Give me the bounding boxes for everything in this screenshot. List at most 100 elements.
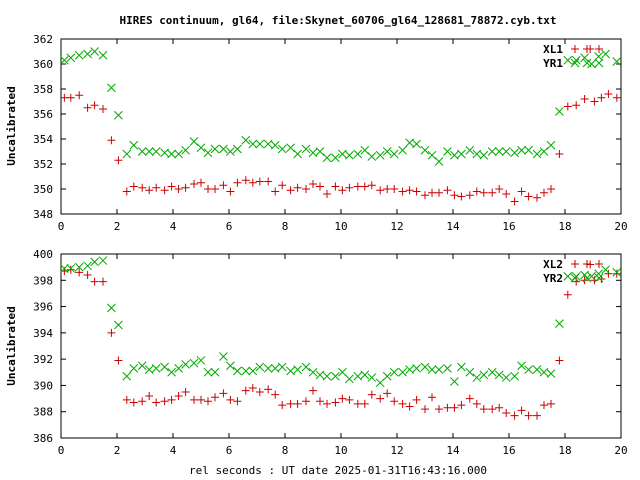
data-point [524,145,533,155]
x-tick-label: 0 [58,444,65,457]
data-point [472,149,482,159]
data-point [129,182,138,191]
y-tick-label: 352 [33,158,53,171]
data-point [604,90,613,98]
data-point [174,391,183,400]
data-point [457,362,466,372]
data-point [74,262,84,272]
data-point [555,107,564,116]
data-point [203,148,213,158]
data-point [360,399,369,408]
data-point [322,371,332,381]
bottom-axes: 0 2 4 6 8 10 12 14 16 18 20 386 388 390 392 394 396 398 40… [33,248,628,457]
data-point [316,182,324,191]
data-point [293,399,302,408]
data-point [389,149,399,159]
data-point [138,397,147,406]
data-point [219,352,228,361]
data-point [122,371,132,381]
data-point [129,140,139,150]
y-tick-label: 390 [33,379,53,392]
data-point [398,367,407,377]
data-point [90,101,99,110]
data-point [66,93,75,102]
top-axes: 0 2 4 6 8 10 12 14 16 18 20 348 350 352 354 356 358 360 36… [33,33,628,233]
data-point [219,144,228,154]
data-point [277,144,287,154]
data-point [331,371,340,381]
x-tick-label: 20 [614,220,627,233]
data-point [501,373,511,382]
data-point [587,271,596,281]
data-point [99,277,107,286]
data-point [114,320,123,330]
bottom-panel: Uncalibrated 0 2 4 6 8 10 12 14 16 18 20 386 388 390 3… [5,248,628,457]
data-point [353,149,363,159]
data-point [510,148,519,158]
y-tick-label: 354 [33,133,53,146]
data-point [586,260,595,269]
x-tick-label: 16 [502,220,515,233]
data-point [315,370,325,380]
data-point [612,269,621,278]
data-point [107,136,116,145]
data-point [204,185,212,193]
data-point [203,367,213,377]
data-point [594,269,603,279]
data-point [129,398,138,407]
data-point [563,290,572,299]
data-point [107,328,116,337]
data-point [167,367,176,377]
data-point [517,187,526,196]
y-tick-label: 348 [33,208,53,221]
top-y-axis-label: Uncalibrated [5,86,18,165]
data-point [248,178,257,187]
data-point [66,264,76,273]
data-point [612,57,622,66]
data-point [443,403,452,412]
data-point [293,183,302,192]
data-point [211,185,219,193]
data-point [122,149,132,159]
data-point [210,144,220,154]
legend-marker-glyph [583,260,591,268]
data-point [255,177,264,186]
data-point [412,139,421,149]
data-point [375,150,385,160]
legend-marker [570,273,604,283]
data-point [420,362,430,372]
data-point [597,93,606,102]
data-point [338,367,347,377]
data-point [248,366,258,376]
data-point [472,373,482,382]
x-tick-label: 6 [226,444,233,457]
data-point [248,384,257,393]
data-point [546,140,556,150]
legend-marker-glyph [583,45,591,53]
data-point [137,147,147,156]
data-point [122,187,131,196]
data-point [293,365,302,375]
data-point [114,156,123,165]
data-point [360,145,370,155]
data-point [457,401,466,410]
plot-frame [60,253,622,439]
data-point [398,399,407,408]
data-point [167,395,176,404]
data-point [233,397,242,406]
legend-marker [571,260,603,268]
data-point [353,371,363,381]
data-point [435,405,443,414]
data-point [197,395,205,404]
data-point [450,377,459,386]
data-point [517,145,526,155]
data-point [145,186,154,195]
data-point [196,356,206,365]
data-point [612,268,622,277]
data-point [479,150,489,160]
data-point [107,303,116,313]
data-point [434,157,444,166]
data-point [316,397,324,406]
y-tick-label: 350 [33,183,53,196]
data-point [405,365,414,375]
